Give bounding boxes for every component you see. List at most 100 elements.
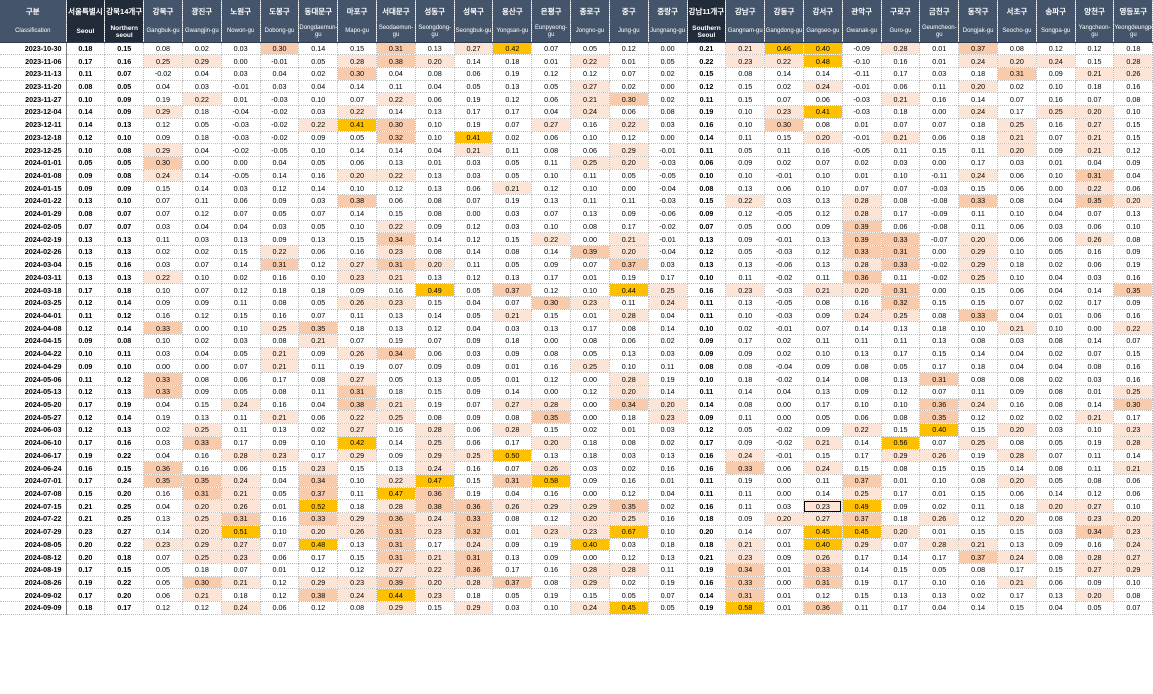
value-cell[interactable]: 0.03 bbox=[1075, 270, 1115, 285]
value-cell[interactable]: 0.20 bbox=[609, 156, 649, 170]
value-cell[interactable]: 0.15 bbox=[842, 461, 882, 475]
value-cell[interactable]: 0.04 bbox=[376, 67, 416, 81]
value-cell[interactable]: 0.52 bbox=[298, 499, 339, 514]
value-cell[interactable]: 0.08 bbox=[492, 245, 533, 259]
value-cell[interactable]: 0.13 bbox=[803, 258, 843, 272]
value-cell[interactable]: 0.36 bbox=[454, 499, 494, 514]
value-cell[interactable]: 0.17 bbox=[919, 359, 960, 374]
value-cell[interactable]: 0.00 bbox=[570, 487, 610, 501]
value-cell[interactable]: 0.08 bbox=[842, 372, 882, 386]
value-cell[interactable]: 0.09 bbox=[725, 347, 766, 361]
value-cell[interactable]: 0.16 bbox=[1075, 245, 1115, 259]
value-cell[interactable]: 0.07 bbox=[648, 588, 688, 603]
value-cell[interactable]: 0.06 bbox=[1036, 232, 1076, 246]
value-cell[interactable]: -0.02 bbox=[764, 372, 804, 386]
value-cell[interactable]: 0.15 bbox=[881, 423, 921, 437]
value-cell[interactable]: 0.27 bbox=[531, 118, 572, 132]
value-cell[interactable]: 0.03 bbox=[143, 220, 183, 234]
value-cell[interactable]: 0.13 bbox=[182, 410, 222, 425]
value-cell[interactable]: 0.12 bbox=[143, 118, 183, 132]
value-cell[interactable]: 0.10 bbox=[725, 309, 766, 323]
value-cell[interactable]: 0.50 bbox=[492, 449, 533, 463]
value-cell[interactable]: 0.30 bbox=[609, 92, 649, 107]
value-cell[interactable]: 0.46 bbox=[764, 42, 804, 56]
value-cell[interactable]: 0.21 bbox=[958, 538, 998, 552]
value-cell[interactable]: 0.15 bbox=[143, 181, 183, 196]
value-cell[interactable]: 0.21 bbox=[66, 512, 106, 526]
value-cell[interactable]: 0.31 bbox=[881, 283, 921, 297]
value-cell[interactable]: 0.29 bbox=[143, 105, 183, 119]
value-cell[interactable]: 0.14 bbox=[182, 169, 222, 183]
value-cell[interactable]: 0.13 bbox=[415, 105, 455, 119]
value-cell[interactable]: 0.17 bbox=[648, 270, 688, 285]
value-cell[interactable]: 0.19 bbox=[143, 410, 183, 425]
column-header-en[interactable]: Gangnam-gu bbox=[725, 22, 766, 43]
value-cell[interactable]: 0.08 bbox=[958, 334, 998, 348]
value-cell[interactable]: 0.09 bbox=[570, 474, 610, 488]
value-cell[interactable]: 0.15 bbox=[997, 601, 1037, 615]
value-cell[interactable]: 0.21 bbox=[1075, 410, 1115, 425]
value-cell[interactable]: 0.06 bbox=[298, 410, 339, 425]
value-cell[interactable]: 0.28 bbox=[570, 563, 610, 577]
value-cell[interactable]: 0.06 bbox=[609, 105, 649, 119]
value-cell[interactable]: 0.15 bbox=[337, 461, 377, 475]
value-cell[interactable]: 0.09 bbox=[842, 385, 882, 399]
value-cell[interactable]: 0.28 bbox=[1113, 436, 1153, 450]
value-cell[interactable]: 0.01 bbox=[492, 525, 533, 539]
value-cell[interactable]: 0.07 bbox=[221, 207, 261, 221]
value-cell[interactable]: 0.02 bbox=[1036, 296, 1076, 310]
value-cell[interactable]: 0.24 bbox=[570, 601, 610, 615]
value-cell[interactable]: -0.03 bbox=[648, 156, 688, 170]
value-cell[interactable]: 0.01 bbox=[648, 474, 688, 488]
value-cell[interactable]: 0.14 bbox=[803, 67, 843, 81]
value-cell[interactable]: 0.17 bbox=[1113, 410, 1153, 425]
value-cell[interactable]: 0.39 bbox=[376, 576, 416, 590]
value-cell[interactable]: 0.00 bbox=[570, 398, 610, 412]
value-cell[interactable]: 0.11 bbox=[725, 270, 766, 285]
value-cell[interactable]: 0.21 bbox=[1075, 131, 1115, 145]
value-cell[interactable]: 0.39 bbox=[842, 232, 882, 246]
value-cell[interactable]: 0.14 bbox=[842, 563, 882, 577]
value-cell[interactable]: 0.14 bbox=[104, 410, 145, 425]
value-cell[interactable]: 0.05 bbox=[531, 80, 572, 94]
value-cell[interactable]: 0.18 bbox=[337, 321, 377, 336]
value-cell[interactable]: 0.14 bbox=[881, 550, 921, 564]
value-cell[interactable]: 0.23 bbox=[415, 588, 455, 603]
value-cell[interactable]: 0.20 bbox=[415, 258, 455, 272]
value-cell[interactable]: 0.17 bbox=[842, 550, 882, 564]
value-cell[interactable]: 0.16 bbox=[881, 54, 921, 68]
value-cell[interactable]: 0.12 bbox=[492, 92, 533, 107]
value-cell[interactable]: 0.11 bbox=[609, 296, 649, 310]
value-cell[interactable]: 0.07 bbox=[531, 42, 572, 56]
value-cell[interactable]: 0.06 bbox=[919, 131, 960, 145]
value-cell[interactable]: 0.01 bbox=[764, 538, 804, 552]
value-cell[interactable]: 0.32 bbox=[376, 131, 416, 145]
value-cell[interactable]: 0.08 bbox=[260, 296, 300, 310]
value-cell[interactable]: 0.25 bbox=[104, 512, 145, 526]
value-cell[interactable]: 0.20 bbox=[803, 131, 843, 145]
value-cell[interactable]: 0.13 bbox=[221, 232, 261, 246]
value-cell[interactable]: 0.08 bbox=[104, 334, 145, 348]
value-cell[interactable]: 0.38 bbox=[337, 194, 377, 208]
value-cell[interactable]: 0.16 bbox=[1036, 118, 1076, 132]
value-cell[interactable]: 0.05 bbox=[337, 131, 377, 145]
value-cell[interactable]: 0.06 bbox=[260, 601, 300, 615]
value-cell[interactable]: 0.10 bbox=[687, 169, 727, 183]
value-cell[interactable]: -0.03 bbox=[842, 92, 882, 107]
value-cell[interactable]: 0.09 bbox=[454, 334, 494, 348]
value-cell[interactable]: 0.05 bbox=[648, 601, 688, 615]
value-cell[interactable]: 0.03 bbox=[182, 80, 222, 94]
value-cell[interactable]: 0.31 bbox=[337, 385, 377, 399]
value-cell[interactable]: -0.10 bbox=[842, 54, 882, 68]
value-cell[interactable]: -0.02 bbox=[260, 105, 300, 119]
value-cell[interactable]: 0.13 bbox=[881, 372, 921, 386]
value-cell[interactable]: 0.24 bbox=[415, 461, 455, 475]
value-cell[interactable]: 0.29 bbox=[958, 245, 998, 259]
value-cell[interactable]: 0.24 bbox=[997, 550, 1037, 564]
value-cell[interactable]: 0.27 bbox=[337, 423, 377, 437]
value-cell[interactable]: 0.12 bbox=[958, 410, 998, 425]
value-cell[interactable]: 0.12 bbox=[298, 258, 339, 272]
value-cell[interactable]: 0.24 bbox=[958, 54, 998, 68]
value-cell[interactable]: 0.10 bbox=[803, 347, 843, 361]
value-cell[interactable]: 0.12 bbox=[531, 372, 572, 386]
